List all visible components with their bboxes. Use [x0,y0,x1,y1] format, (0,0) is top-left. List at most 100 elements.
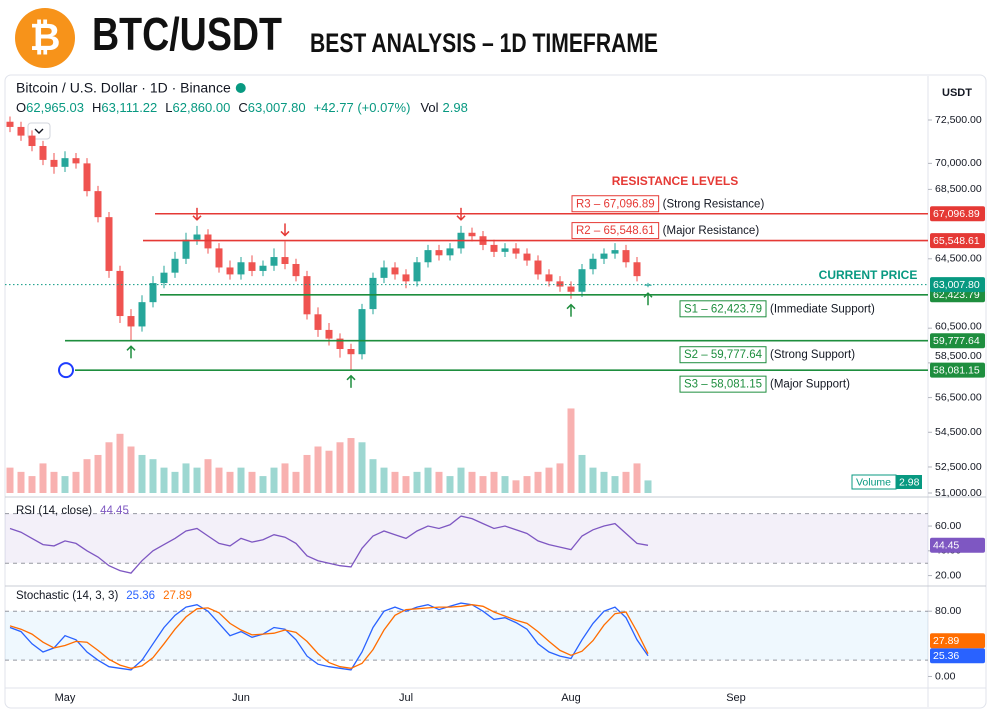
indicator-value-label-box [930,537,985,553]
volume-bar [182,463,190,493]
candle-body [644,284,652,286]
candle-body [424,250,432,263]
candle-body [468,232,476,237]
candle-body [578,269,586,292]
candle-body [391,267,399,275]
y-tick-label: 70,000.00 [935,157,982,169]
level-price-label: 67,096.89 [933,208,980,220]
band-fill [5,513,928,564]
level-description: (Major Support) [770,379,850,391]
arrow-head [643,292,653,298]
legend-key: L [165,100,172,115]
arrow-head [566,303,576,310]
pane-title-value: 44.45 [100,505,129,517]
logo [15,8,75,68]
candle-body [94,191,102,218]
candle-body [28,135,36,147]
pane-title: RSI (14, close) 44.45 [16,505,129,517]
candle-body [39,146,47,160]
y-tick-label: 56,500.00 [935,391,982,403]
candle-body [83,163,91,192]
level-description: (Strong Support) [770,349,855,361]
level-description: (Immediate Support) [770,303,875,315]
volume-bar [127,446,135,493]
level-label: R2 – 65,548.61 [576,225,655,237]
volume-bar [589,467,597,493]
y-tick-label: 64,500.00 [935,253,982,265]
candle-body [226,267,234,275]
y-tick-label: 20.00 [935,569,961,581]
level-label-box [571,222,660,240]
indicator-value-label: 25.36 [933,650,959,662]
volume-bar [292,471,300,493]
legend-value: 63,111.22 [101,100,157,115]
pane-title-text: Stochastic (14, 3, 3) [16,590,118,602]
volume-bar [413,471,421,493]
indicator-line [9,604,649,669]
volume-bar [160,467,168,493]
indicator-value-label: 27.89 [933,635,959,647]
candle-body [336,338,344,350]
volume-bar [281,463,289,493]
volume-bar [204,459,212,493]
volume-bar [424,467,432,493]
volume-bar [380,467,388,493]
volume-bar [138,454,146,493]
candle-body [413,262,421,282]
arrow-head [126,345,136,351]
candle-body [248,262,256,271]
volume-bar [171,471,179,493]
candle-body [589,258,597,270]
volume-bar [61,476,69,493]
candle-body [611,250,619,254]
candle-body [61,158,69,167]
candle-body [6,121,14,127]
volume-bar [622,471,630,493]
volume-bar [567,408,575,493]
volume-bar [39,463,47,493]
chart-frame [4,74,987,709]
volume-bar [468,471,476,493]
candle-body [204,234,212,249]
candle-body [193,234,201,240]
indicator-value-label-box [930,633,985,649]
legend-key: C [238,100,247,115]
candle-body [72,158,80,164]
volume-bar [556,463,564,493]
x-tick-label: Jun [232,692,250,704]
x-tick-label: May [55,692,76,704]
legend-key: H [92,100,101,115]
volume-bar [358,442,366,493]
level-label-box [679,346,767,364]
candle-body [215,248,223,268]
y-tick-label: 68,500.00 [935,183,982,195]
volume-bar [600,471,608,493]
legend-change: +42.77 (+0.07%) [314,100,411,115]
candle-body [512,248,520,254]
band-fill [5,611,928,661]
volume-bar [72,471,80,493]
y-tick-label: 72,500.00 [935,114,982,126]
pane-title-text: RSI (14, close) [16,505,92,517]
volume-bar [578,454,586,493]
volume-bar [347,438,355,493]
marker-ring [58,362,74,379]
y-tick-label: 60,500.00 [935,320,982,332]
candle-body [116,270,124,317]
collapse-button[interactable] [27,122,51,140]
indicator-line [9,515,649,574]
volume-bar [248,471,256,493]
subtitle: BEST ANALYSIS – 1D TIMEFRAME [310,28,658,58]
volume-bar [105,442,113,493]
volume-bar [116,433,124,493]
level-price-label-box [930,233,985,249]
volume-bar [149,459,157,493]
legend-value: 62,965.03 [26,100,84,115]
level-label: R3 – 67,096.89 [576,198,655,210]
candle-body [138,302,146,327]
volume-bar [534,471,542,493]
candle-body [237,262,245,275]
arrow-head [456,215,466,221]
volume-bar [259,476,267,493]
level-description: (Strong Resistance) [663,198,765,210]
